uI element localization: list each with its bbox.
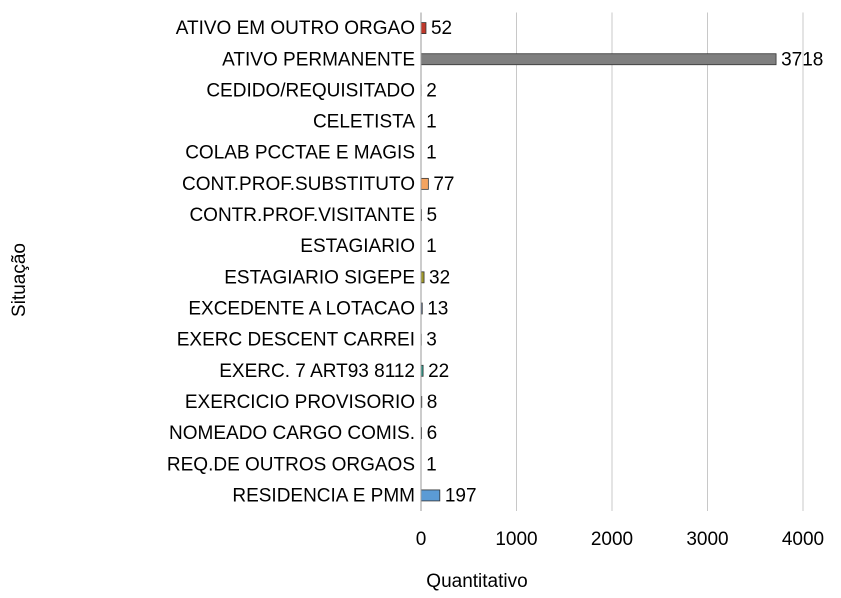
- bar: [420, 177, 429, 190]
- y-tick-label: EXCEDENTE A LOTACAO: [188, 299, 415, 320]
- y-tick-label: ATIVO EM OUTRO ORGAO: [176, 18, 415, 39]
- y-tick-label: EXERC. 7 ART93 8112: [219, 361, 415, 382]
- data-label: 1: [426, 143, 437, 164]
- x-tick-label: 0: [416, 529, 427, 550]
- x-tick-label: 1000: [495, 529, 537, 550]
- y-tick-label: CELETISTA: [313, 112, 415, 133]
- data-label: 32: [429, 267, 450, 288]
- x-tick-label: 2000: [591, 529, 633, 550]
- data-label: 1: [426, 112, 437, 133]
- data-label: 3718: [781, 49, 823, 70]
- y-tick-label: EXERCICIO PROVISORIO: [185, 392, 415, 413]
- bar: [420, 53, 777, 66]
- y-tick-label: EXERC DESCENT CARREI: [177, 330, 415, 351]
- y-axis-label: Situação: [9, 243, 30, 317]
- data-label: 52: [431, 18, 452, 39]
- data-label: 197: [445, 485, 477, 506]
- y-tick-label: ATIVO PERMANENTE: [222, 49, 415, 70]
- data-label: 5: [426, 205, 437, 226]
- y-tick-label: NOMEADO CARGO COMIS.: [169, 423, 415, 444]
- bar: [420, 22, 427, 34]
- data-label: 77: [433, 174, 454, 195]
- data-label: 22: [428, 361, 449, 382]
- data-label: 13: [427, 299, 448, 320]
- data-label: 3: [426, 330, 437, 351]
- y-tick-label: REQ.DE OUTROS ORGAOS: [167, 454, 415, 475]
- data-label: 2: [426, 80, 437, 101]
- y-tick-label: ESTAGIARIO SIGEPE: [224, 267, 415, 288]
- x-axis-label: Quantitativo: [426, 571, 527, 592]
- y-tick-label: CONT.PROF.SUBSTITUTO: [182, 174, 415, 195]
- y-tick-label: ESTAGIARIO: [300, 236, 415, 257]
- data-label: 8: [427, 392, 438, 413]
- data-label: 1: [426, 454, 437, 475]
- y-tick-label: RESIDENCIA E PMM: [232, 485, 415, 506]
- y-tick-label: COLAB PCCTAE E MAGIS: [185, 143, 415, 164]
- x-tick-label: 4000: [782, 529, 824, 550]
- y-tick-label: CEDIDO/REQUISITADO: [206, 80, 415, 101]
- data-label: 1: [426, 236, 437, 257]
- x-tick-label: 3000: [686, 529, 728, 550]
- y-tick-label: CONTR.PROF.VISITANTE: [189, 205, 415, 226]
- bar: [420, 489, 441, 502]
- data-label: 6: [427, 423, 438, 444]
